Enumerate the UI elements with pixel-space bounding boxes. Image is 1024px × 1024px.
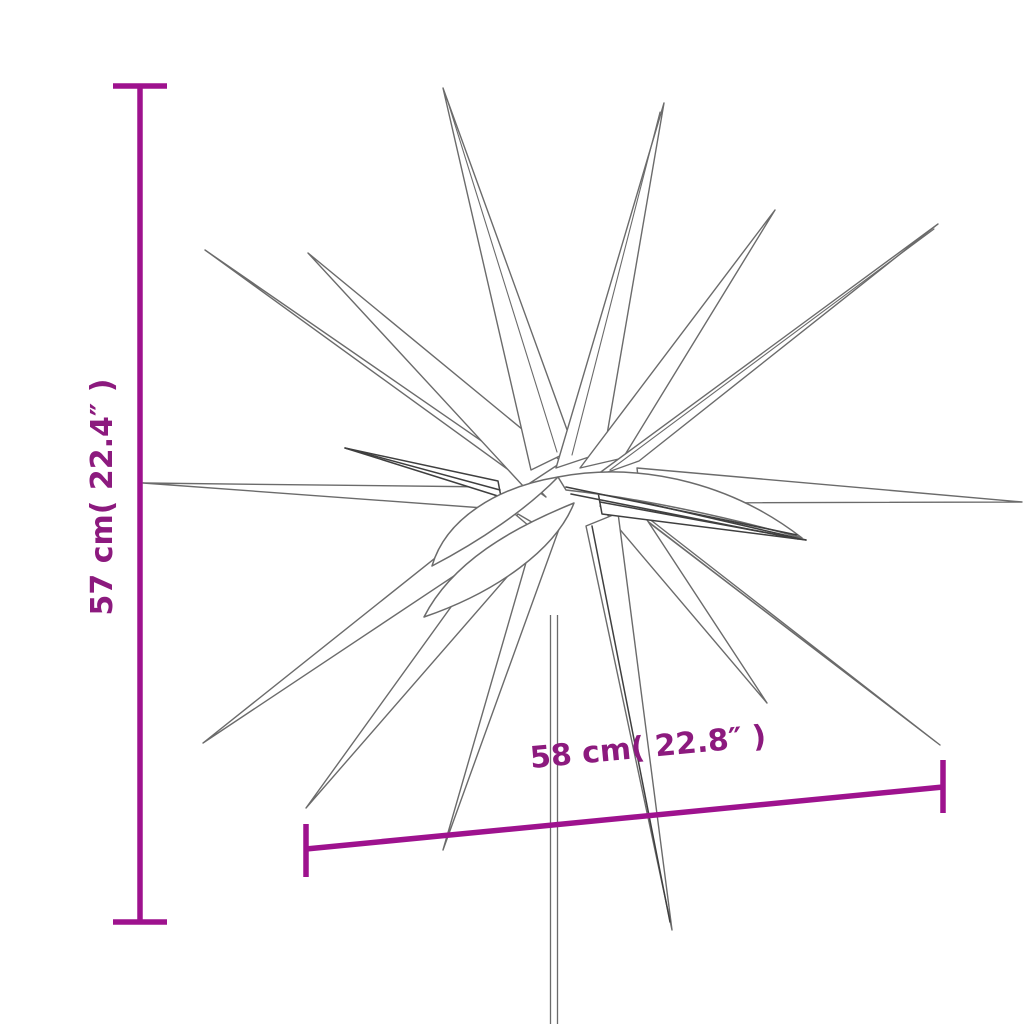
star-spike [202,503,530,744]
horizontal-dimension-line [305,784,944,852]
star-fold-line [571,111,661,456]
star-center-crease-lines [565,486,799,540]
star-line-drawing [142,87,1023,931]
star-spike [593,223,939,478]
star-fold-line [344,447,501,491]
star-spike [142,482,498,510]
star-fold-line [570,493,799,540]
star-center-folds [423,471,803,618]
star-center-wing [423,502,575,618]
star-spike [344,447,502,498]
horizontal-dimension-lines [303,760,946,877]
stake-pole [549,615,559,1024]
vertical-dimension-label: 57 cm( 22.4″ ) [85,379,120,616]
star-center-wing [557,471,803,539]
star-fold-line [446,98,558,453]
star-fold-line [565,486,798,536]
star-spike [555,102,665,469]
star-spike [307,252,563,488]
star-spike [442,87,575,471]
star-spike [579,209,776,469]
vertical-dimension-lines [113,83,167,925]
star-fold-line [631,508,937,743]
star-fold-line [591,525,671,923]
vertical-dimension: 57 cm( 22.4″ ) [85,83,167,925]
star-fold-line [609,228,935,471]
horizontal-dimension: 58 cm( 22.8″ ) [303,719,946,877]
